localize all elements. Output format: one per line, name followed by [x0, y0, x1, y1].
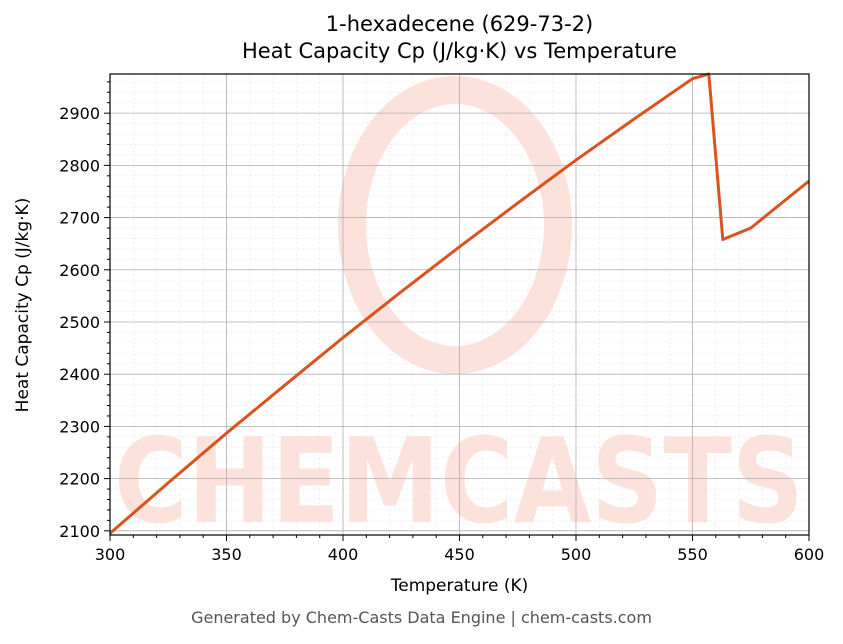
x-tick-label: 600	[794, 545, 825, 564]
watermark-swirl	[338, 76, 572, 374]
axis-ticks: 300 350 400 450 500 550 600 2100 2200 2300 2400 250…	[59, 81, 825, 564]
x-tick-label: 350	[211, 545, 242, 564]
x-tick-label: 550	[677, 545, 708, 564]
y-tick-label: 2100	[59, 522, 100, 541]
y-tick-label: 2900	[59, 104, 100, 123]
x-tick-label: 300	[95, 545, 126, 564]
footer-credit: Generated by Chem-Casts Data Engine | ch…	[191, 608, 652, 627]
series-layer	[109, 72, 810, 535]
watermark-logo: CHEMCASTS	[114, 76, 804, 550]
x-axis-label: Temperature (K)	[390, 576, 529, 596]
y-tick-label: 2600	[59, 261, 100, 280]
chart-subtitle: Heat Capacity Cp (J/kg·K) vs Temperature	[242, 39, 677, 63]
watermark-text: CHEMCASTS	[114, 412, 804, 550]
y-tick-label: 2800	[59, 156, 100, 175]
y-tick-label: 2400	[59, 365, 100, 384]
y-tick-label: 2500	[59, 313, 100, 332]
series-line	[109, 72, 810, 535]
y-axis-label: Heat Capacity Cp (J/kg·K)	[13, 197, 33, 413]
y-tick-label: 2300	[59, 417, 100, 436]
x-tick-label: 500	[561, 545, 592, 564]
chart-title: 1-hexadecene (629-73-2)	[325, 12, 594, 36]
y-tick-label: 2200	[59, 470, 100, 489]
x-tick-label: 450	[444, 545, 475, 564]
y-tick-label: 2700	[59, 209, 100, 228]
x-tick-label: 400	[328, 545, 359, 564]
